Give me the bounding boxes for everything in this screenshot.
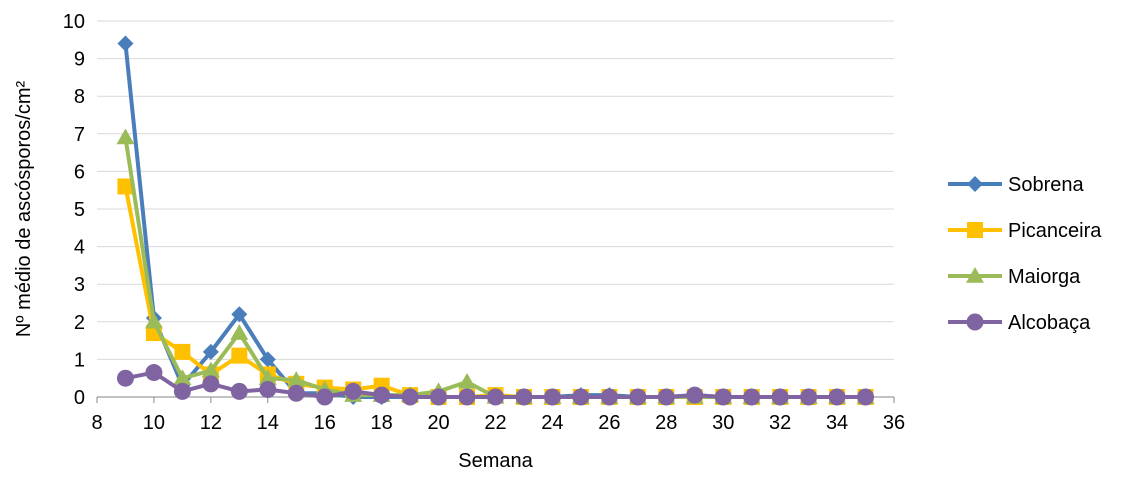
legend-marker <box>966 313 984 331</box>
series-alcobaa <box>116 364 875 406</box>
x-tick-labels: 8 10 12 14 16 18 20 22 24 26 28 30 32 34 36 <box>91 412 905 434</box>
y-tick-labels: 0 1 2 3 4 5 6 7 8 9 10 <box>63 11 85 409</box>
y-axis-title: Nº médio de ascósporos/cm² <box>13 81 35 338</box>
y-tick-label: 1 <box>74 349 85 371</box>
data-point <box>344 382 362 400</box>
x-tick-label: 34 <box>826 412 848 434</box>
y-tick-label: 8 <box>74 86 85 108</box>
data-point <box>828 388 846 406</box>
data-point <box>145 364 163 382</box>
x-tick-label: 8 <box>91 412 102 434</box>
data-point <box>657 388 675 406</box>
data-point <box>287 371 306 387</box>
x-tick-label: 10 <box>143 412 165 434</box>
data-point <box>316 388 334 406</box>
data-point <box>117 178 134 195</box>
series-sobrena <box>117 35 874 405</box>
legend-item: Alcobaça <box>948 312 1091 334</box>
data-point <box>572 388 590 406</box>
data-point <box>401 388 419 406</box>
y-tick-label: 6 <box>74 161 85 183</box>
data-point <box>857 388 875 406</box>
data-point <box>600 388 618 406</box>
data-point <box>487 388 504 406</box>
data-point <box>116 369 134 387</box>
data-point <box>743 388 761 406</box>
gridlines <box>97 20 894 360</box>
data-point <box>458 388 476 406</box>
x-tick-label: 22 <box>484 412 506 434</box>
y-tick-label: 5 <box>74 199 85 221</box>
legend-item: Maiorga <box>948 266 1081 288</box>
data-point <box>231 306 248 323</box>
data-point <box>116 128 135 145</box>
legend-item: Sobrena <box>948 174 1084 196</box>
data-point <box>258 369 277 385</box>
data-point <box>515 388 533 406</box>
y-tick-label: 10 <box>63 11 85 33</box>
legend-marker <box>967 222 983 238</box>
x-tick-label: 30 <box>712 412 734 434</box>
data-point <box>230 324 249 340</box>
data-point <box>430 388 448 406</box>
series-line <box>123 186 866 399</box>
data-point <box>174 343 191 360</box>
x-tick-label: 18 <box>371 412 393 434</box>
legend-label: Sobrena <box>1008 174 1084 196</box>
y-tick-label: 7 <box>74 124 85 146</box>
x-tick-label: 14 <box>257 412 279 434</box>
data-point <box>686 386 704 404</box>
data-point <box>259 380 277 398</box>
legend-marker <box>966 267 984 283</box>
data-point <box>202 375 220 393</box>
data-point <box>173 369 192 385</box>
x-tick-label: 16 <box>314 412 336 434</box>
x-tick-label: 28 <box>655 412 677 434</box>
series-group <box>116 35 875 406</box>
legend-label: Maiorga <box>1008 266 1081 288</box>
y-tick-label: 0 <box>74 387 85 409</box>
data-point <box>287 384 305 402</box>
x-tick-label: 24 <box>541 412 563 434</box>
x-tick-label: 32 <box>769 412 791 434</box>
x-tick-label: 20 <box>427 412 449 434</box>
data-point <box>259 351 276 368</box>
legend: Sobrena Picanceira Maiorga Alcobaça <box>948 174 1102 334</box>
data-point <box>373 386 391 404</box>
series-picanceira <box>117 178 874 405</box>
x-tick-label: 26 <box>598 412 620 434</box>
data-point <box>231 347 248 364</box>
y-tick-label: 2 <box>74 312 85 334</box>
x-tick-label: 36 <box>883 412 905 434</box>
data-point <box>543 388 561 406</box>
legend-marker <box>967 176 983 192</box>
legend-item: Picanceira <box>948 220 1102 242</box>
x-axis-title: Semana <box>458 450 533 472</box>
legend-label: Picanceira <box>1008 220 1102 242</box>
x-tick-label: 12 <box>200 412 222 434</box>
data-point <box>117 35 134 52</box>
data-point <box>771 388 789 406</box>
y-tick-label: 3 <box>74 274 85 296</box>
data-point <box>144 312 163 329</box>
y-tick-label: 4 <box>74 237 85 259</box>
data-point <box>173 382 191 400</box>
data-point <box>458 372 477 389</box>
legend-label: Alcobaça <box>1008 312 1091 334</box>
data-point <box>714 388 732 406</box>
data-point <box>201 361 220 378</box>
data-point <box>202 343 219 360</box>
data-point <box>800 388 818 406</box>
data-point <box>629 388 647 406</box>
data-point <box>230 382 248 400</box>
y-tick-label: 9 <box>74 49 85 71</box>
